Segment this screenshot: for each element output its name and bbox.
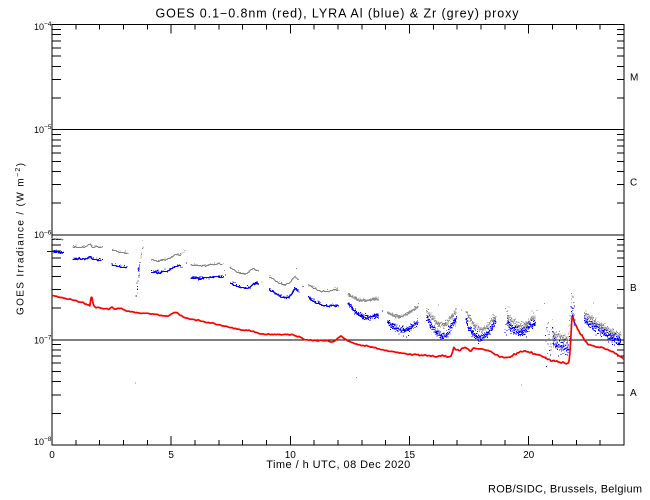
svg-text:GOES Irradiance / (W m−2): GOES Irradiance / (W m−2) [15,163,27,315]
svg-text:A: A [630,388,637,399]
svg-text:10−5: 10−5 [34,124,52,135]
svg-text:20: 20 [523,450,535,461]
svg-text:10−8: 10−8 [34,436,52,447]
svg-text:15: 15 [404,450,416,461]
svg-text:10−6: 10−6 [34,229,52,240]
svg-text:C: C [630,178,637,189]
svg-text:B: B [630,283,637,294]
svg-text:0: 0 [49,450,55,461]
svg-text:Time / h UTC, 08 Dec 2020: Time / h UTC, 08 Dec 2020 [266,459,410,471]
svg-text:5: 5 [168,450,174,461]
svg-text:ROB/SIDC, Brussels, Belgium: ROB/SIDC, Brussels, Belgium [488,484,642,496]
svg-text:10: 10 [285,450,297,461]
svg-text:M: M [630,73,638,84]
svg-text:GOES 0.1−0.8nm (red), LYRA Al: GOES 0.1−0.8nm (red), LYRA Al (blue) & Z… [156,6,520,20]
svg-text:10−7: 10−7 [34,335,52,346]
svg-text:10−4: 10−4 [34,21,52,32]
